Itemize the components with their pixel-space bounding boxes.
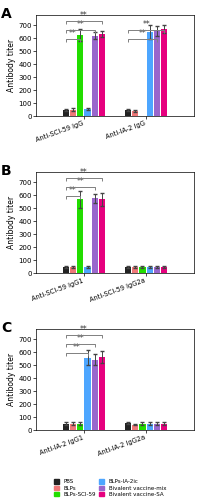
Text: **: ** [76,334,84,343]
Text: **: ** [80,12,88,20]
Text: **: ** [80,168,88,177]
Bar [63,266,69,273]
Bar [147,266,153,273]
Bar [84,358,91,430]
Text: **: ** [142,20,150,30]
Bar [63,424,69,430]
Bar [147,32,153,116]
Bar [99,357,105,430]
Bar [154,266,160,273]
Y-axis label: Antibody titer: Antibody titer [7,39,16,92]
Bar [99,34,105,116]
Bar [154,30,160,116]
Bar [125,110,131,116]
Text: **: ** [80,325,88,334]
Text: **: ** [76,20,84,30]
Y-axis label: Antibody titer: Antibody titer [7,353,16,406]
Bar [132,111,138,116]
Text: A: A [1,7,12,21]
Bar [84,109,91,116]
Text: **: ** [69,186,77,196]
Bar [125,424,131,430]
Bar [154,424,160,430]
Text: **: ** [69,30,77,38]
Bar [99,200,105,273]
Text: **: ** [73,344,81,352]
Bar [63,110,69,116]
Bar [92,36,98,116]
Bar [147,424,153,430]
Legend: PBS, BLPs, BLPs-SCI-59, BLPs-IA-2ic, Bivalent vaccine-mix, Bivalent vaccine-SA: PBS, BLPs, BLPs-SCI-59, BLPs-IA-2ic, Biv… [54,480,166,497]
Bar [70,110,76,116]
Bar [125,266,131,273]
Bar [161,29,167,116]
Bar [92,360,98,430]
Y-axis label: Antibody titer: Antibody titer [7,196,16,249]
Bar [161,424,167,430]
Text: **: ** [76,178,84,186]
Bar [70,424,76,430]
Text: **: ** [139,30,146,38]
Text: C: C [1,320,11,334]
Bar [77,35,83,116]
Text: B: B [1,164,12,178]
Bar [92,198,98,273]
Bar [161,266,167,273]
Bar [77,199,83,273]
Bar [84,266,91,273]
Bar [139,424,146,430]
Bar [139,266,146,273]
Bar [132,424,138,430]
Bar [77,424,83,430]
Bar [132,268,138,273]
Bar [70,266,76,273]
